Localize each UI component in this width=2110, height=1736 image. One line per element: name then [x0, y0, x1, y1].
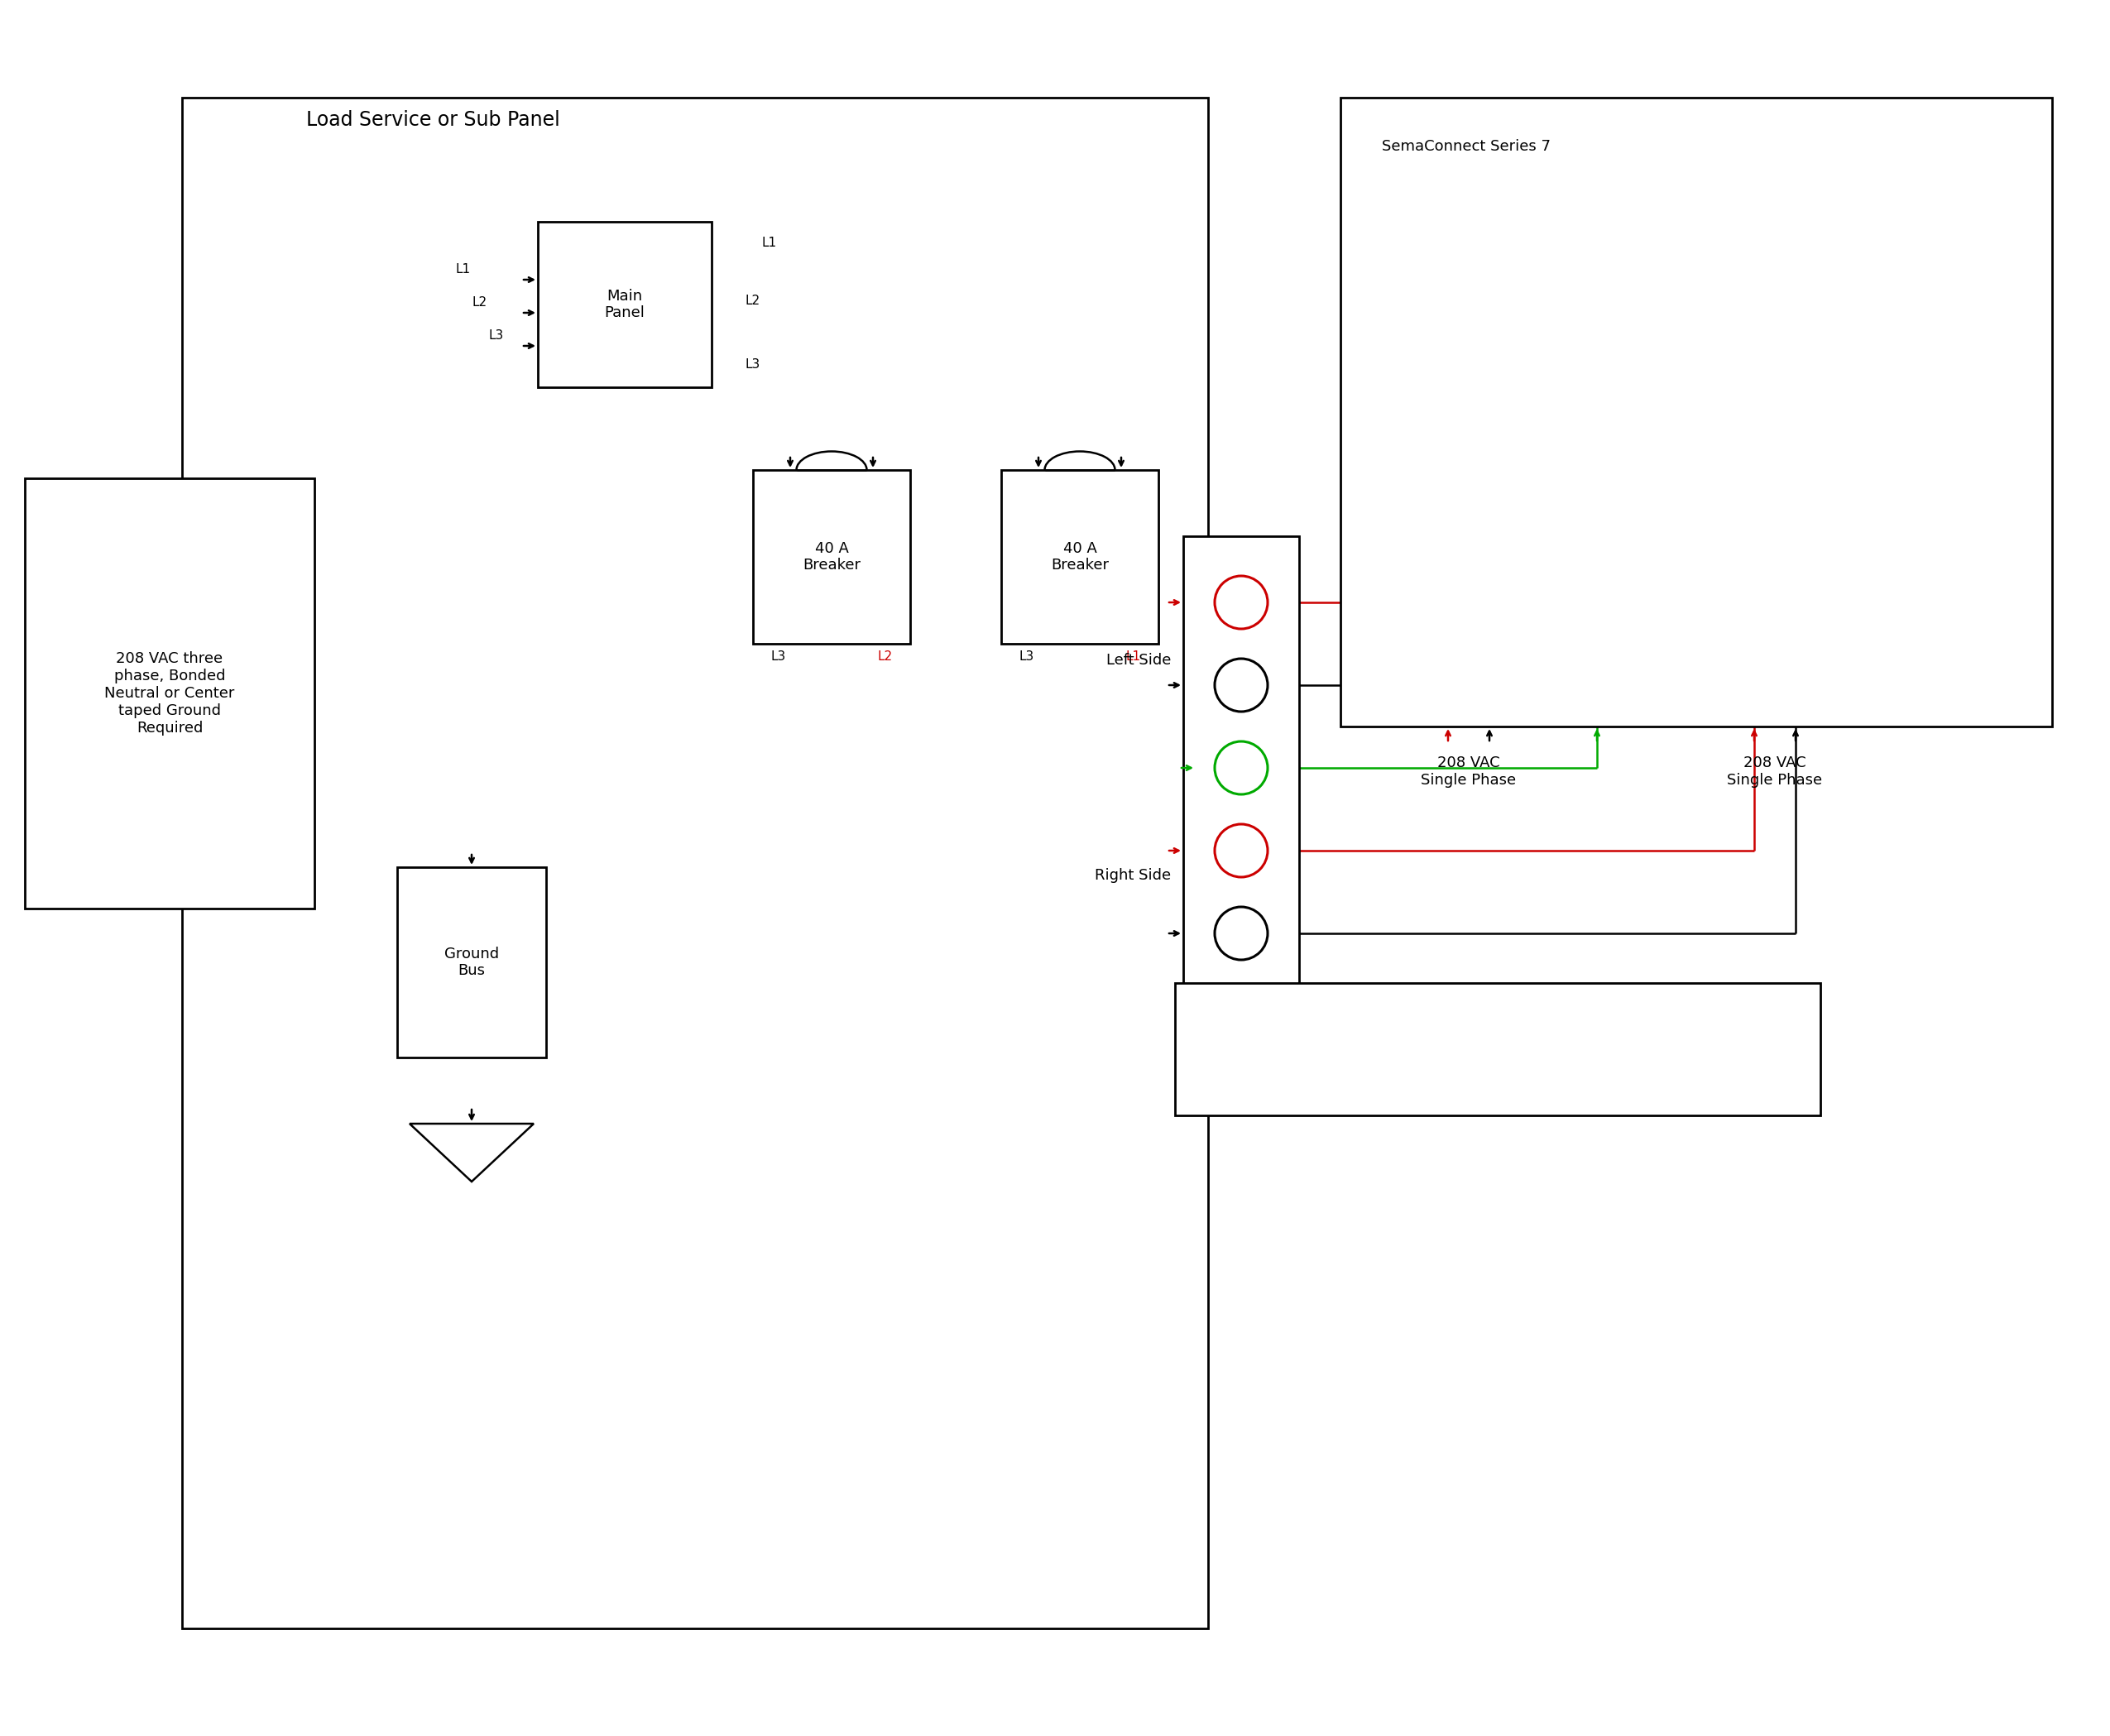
- Text: Use wire nuts for joining wires: Use wire nuts for joining wires: [1253, 1016, 1477, 1031]
- Bar: [753, 470, 909, 644]
- Text: 208 VAC
Single Phase: 208 VAC Single Phase: [1422, 755, 1517, 788]
- Text: Right Side: Right Side: [1095, 868, 1171, 884]
- Text: Left Side: Left Side: [1106, 653, 1171, 668]
- Text: L1: L1: [762, 236, 776, 248]
- Text: 208 VAC three
phase, Bonded
Neutral or Center
taped Ground
Required: 208 VAC three phase, Bonded Neutral or C…: [106, 651, 234, 736]
- Text: L2: L2: [745, 295, 760, 307]
- Circle shape: [1215, 658, 1268, 712]
- Text: L1: L1: [456, 264, 471, 276]
- Circle shape: [1215, 576, 1268, 628]
- Bar: [538, 222, 711, 387]
- Text: 208 VAC
Single Phase: 208 VAC Single Phase: [1728, 755, 1823, 788]
- Circle shape: [1215, 825, 1268, 877]
- Bar: [1184, 536, 1300, 991]
- Text: Load Service or Sub Panel: Load Service or Sub Panel: [306, 109, 559, 130]
- Text: 40 A
Breaker: 40 A Breaker: [802, 542, 861, 573]
- Bar: [397, 868, 546, 1057]
- Bar: [1175, 983, 1821, 1116]
- Bar: [1340, 97, 2053, 726]
- Text: L3: L3: [770, 651, 787, 663]
- Text: L2: L2: [878, 651, 893, 663]
- Text: 40 A
Breaker: 40 A Breaker: [1051, 542, 1108, 573]
- Text: Main
Panel: Main Panel: [603, 288, 646, 321]
- Circle shape: [1215, 741, 1268, 795]
- Text: L3: L3: [490, 330, 504, 342]
- Text: L3: L3: [745, 358, 760, 372]
- Bar: [25, 479, 314, 908]
- Bar: [1002, 470, 1158, 644]
- Circle shape: [1215, 906, 1268, 960]
- Bar: [181, 97, 1209, 1628]
- Text: SemaConnect Series 7: SemaConnect Series 7: [1382, 139, 1551, 155]
- Text: L3: L3: [1019, 651, 1034, 663]
- Text: Ground
Bus: Ground Bus: [445, 946, 498, 979]
- Text: L2: L2: [473, 297, 487, 309]
- Text: L1: L1: [1125, 651, 1139, 663]
